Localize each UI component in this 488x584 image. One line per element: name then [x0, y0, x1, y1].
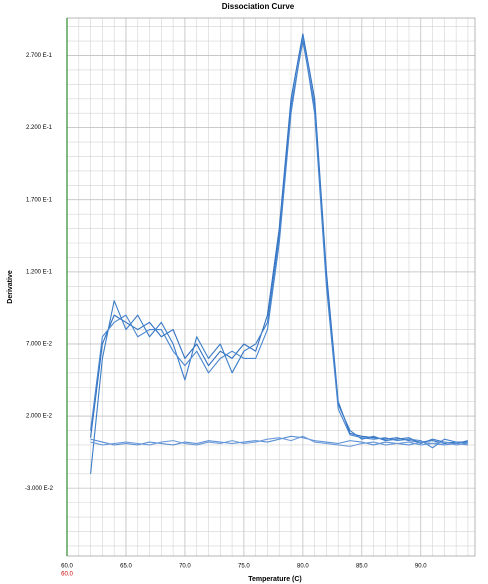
- y-tick-label: 2.000 E-2: [26, 414, 53, 420]
- cursor-annotation: 60.0: [61, 572, 73, 578]
- series-line: [90, 36, 468, 449]
- x-tick-label: 60.0: [61, 564, 73, 570]
- y-tick-label: 7.000 E-2: [26, 342, 53, 348]
- x-tick-label: 65.0: [120, 564, 132, 570]
- x-tick-label: 75.0: [238, 564, 250, 570]
- chart-title: Dissociation Curve: [222, 2, 295, 11]
- y-tick-label: 1.200 E-1: [26, 269, 53, 275]
- x-axis-label: Temperature (C): [248, 576, 302, 583]
- x-tick-label: 85.0: [356, 564, 368, 570]
- y-tick-label: -3.000 E-2: [25, 486, 54, 492]
- y-axis-label: Derivative: [7, 270, 14, 304]
- series-line: [90, 40, 469, 474]
- x-tick-label: 80.0: [297, 564, 309, 570]
- y-tick-label: 2.200 E-1: [26, 125, 53, 131]
- x-tick-label: 90.0: [415, 564, 427, 570]
- y-tick-label: 2.700 E-1: [26, 53, 53, 59]
- series-line: [90, 435, 468, 446]
- y-tick-label: 1.700 E-1: [26, 197, 53, 203]
- x-tick-label: 70.0: [179, 564, 191, 570]
- series-line: [90, 435, 468, 447]
